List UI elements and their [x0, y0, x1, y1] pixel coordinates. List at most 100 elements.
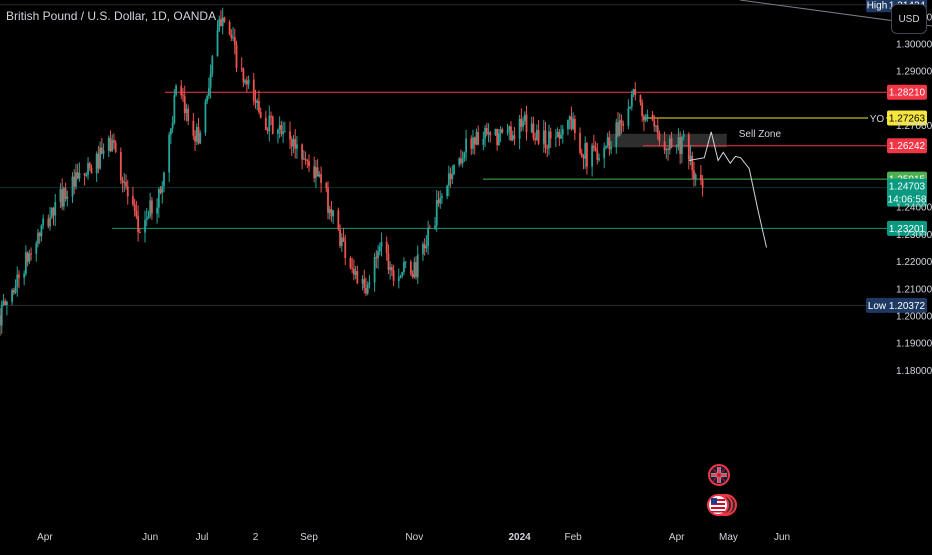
candle-body[interactable]: [689, 155, 692, 160]
candle-body[interactable]: [675, 146, 678, 148]
candle-body[interactable]: [340, 237, 343, 247]
candle-body[interactable]: [38, 232, 41, 237]
candle-body[interactable]: [157, 189, 160, 208]
candle-body[interactable]: [173, 94, 176, 123]
candle-body[interactable]: [195, 127, 198, 142]
candle-body[interactable]: [485, 128, 488, 135]
candle-body[interactable]: [366, 284, 369, 294]
candle-body[interactable]: [560, 134, 562, 139]
candle-body[interactable]: [254, 100, 257, 103]
candle-body[interactable]: [447, 173, 450, 186]
candle-body[interactable]: [171, 122, 174, 129]
candle-body[interactable]: [342, 237, 345, 242]
candle-body[interactable]: [121, 180, 124, 183]
candle-body[interactable]: [646, 114, 649, 119]
candle-body[interactable]: [42, 218, 45, 226]
candle-body[interactable]: [399, 276, 402, 278]
candle-body[interactable]: [206, 96, 209, 102]
candle-body[interactable]: [549, 131, 552, 139]
candle-body[interactable]: [380, 241, 383, 247]
candle-body[interactable]: [218, 19, 221, 31]
economic-events[interactable]: [707, 464, 737, 516]
candle-body[interactable]: [113, 140, 115, 143]
candle-body[interactable]: [187, 108, 190, 121]
candle-body[interactable]: [182, 95, 184, 97]
candle-body[interactable]: [71, 176, 74, 197]
candle-body[interactable]: [427, 227, 430, 246]
candle-body[interactable]: [151, 200, 153, 214]
candle-body[interactable]: [185, 108, 188, 114]
candle-body[interactable]: [11, 290, 13, 302]
candle-body[interactable]: [472, 137, 474, 149]
candle-body[interactable]: [30, 253, 32, 255]
candle-body[interactable]: [568, 116, 571, 120]
candle-body[interactable]: [313, 166, 316, 179]
sell-zone-box[interactable]: [609, 133, 727, 148]
candle-body[interactable]: [109, 137, 112, 152]
candle-body[interactable]: [693, 170, 695, 180]
projection-path[interactable]: [688, 131, 767, 248]
candle-body[interactable]: [37, 232, 39, 244]
candle-body[interactable]: [87, 163, 89, 175]
candle-body[interactable]: [687, 134, 690, 160]
candle-body[interactable]: [54, 201, 57, 216]
candle-body[interactable]: [620, 120, 623, 124]
candle-body[interactable]: [99, 147, 102, 169]
candle-body[interactable]: [76, 172, 79, 179]
candle-body[interactable]: [641, 102, 644, 117]
candle-body[interactable]: [441, 196, 443, 198]
candle-body[interactable]: [194, 135, 196, 142]
candle-body[interactable]: [252, 79, 255, 101]
candle-body[interactable]: [49, 217, 51, 227]
candle-body[interactable]: [663, 141, 666, 151]
candle-body[interactable]: [244, 80, 247, 83]
candle-body[interactable]: [484, 128, 486, 139]
candle-body[interactable]: [644, 118, 647, 121]
candle-body[interactable]: [161, 186, 164, 193]
candle-body[interactable]: [451, 174, 454, 180]
projection-line[interactable]: [688, 131, 767, 248]
candle-body[interactable]: [375, 257, 378, 259]
candle-body[interactable]: [50, 207, 53, 218]
candle-body[interactable]: [256, 100, 259, 103]
candle-body[interactable]: [361, 279, 364, 284]
candle-body[interactable]: [209, 73, 212, 88]
candle-body[interactable]: [701, 180, 704, 188]
candle-body[interactable]: [651, 114, 654, 121]
candle-body[interactable]: [586, 143, 588, 167]
candle-body[interactable]: [582, 156, 585, 159]
candle-body[interactable]: [75, 172, 77, 187]
candle-body[interactable]: [23, 273, 26, 278]
candle-body[interactable]: [411, 273, 414, 278]
candle-body[interactable]: [296, 144, 298, 149]
candle-body[interactable]: [608, 137, 611, 150]
candle-body[interactable]: [301, 144, 304, 160]
candle-body[interactable]: [477, 132, 480, 145]
candle-body[interactable]: [482, 138, 485, 145]
candle-body[interactable]: [446, 185, 449, 197]
candle-body[interactable]: [622, 123, 625, 126]
candle-body[interactable]: [18, 274, 20, 278]
candle-body[interactable]: [682, 134, 685, 137]
candle-body[interactable]: [271, 116, 274, 134]
candle-body[interactable]: [192, 120, 195, 136]
candle-body[interactable]: [28, 253, 31, 262]
candle-body[interactable]: [282, 131, 285, 134]
candle-body[interactable]: [95, 153, 98, 174]
candle-body[interactable]: [573, 118, 576, 133]
candle-body[interactable]: [496, 128, 499, 146]
candle-body[interactable]: [283, 131, 286, 133]
candle-body[interactable]: [168, 134, 171, 173]
candle-body[interactable]: [435, 200, 438, 226]
candle-body[interactable]: [473, 137, 476, 145]
candle-body[interactable]: [617, 122, 619, 136]
candle-body[interactable]: [135, 210, 138, 216]
candle-body[interactable]: [85, 174, 88, 176]
candle-body[interactable]: [605, 145, 607, 148]
candle-body[interactable]: [665, 149, 668, 151]
candle-body[interactable]: [378, 246, 381, 252]
candle-body[interactable]: [653, 120, 656, 127]
candle-body[interactable]: [59, 189, 62, 202]
candle-body[interactable]: [572, 118, 575, 129]
candle-body[interactable]: [147, 216, 150, 219]
